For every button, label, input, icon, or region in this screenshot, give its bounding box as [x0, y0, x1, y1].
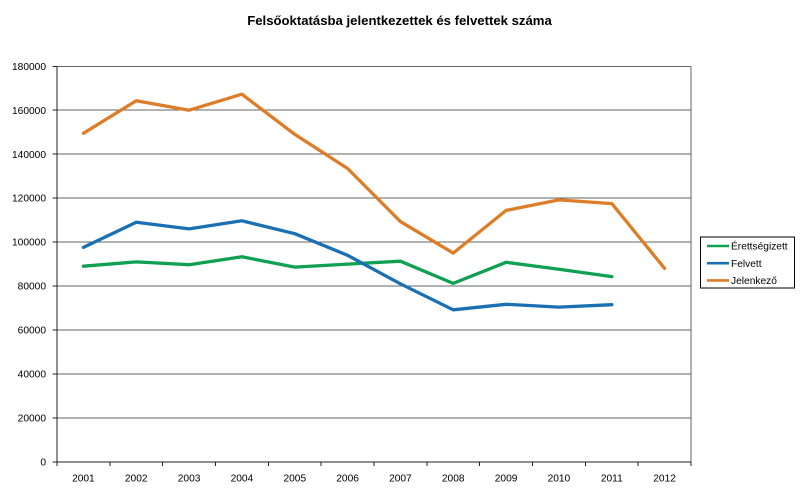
svg-text:2007: 2007	[389, 474, 412, 485]
svg-text:60000: 60000	[18, 326, 47, 337]
svg-text:Érettségizett: Érettségizett	[731, 240, 788, 253]
svg-text:40000: 40000	[18, 370, 47, 381]
svg-text:2005: 2005	[283, 474, 306, 485]
svg-text:2012: 2012	[653, 474, 676, 485]
svg-text:2004: 2004	[231, 474, 254, 485]
svg-text:20000: 20000	[18, 414, 47, 425]
svg-text:100000: 100000	[12, 238, 46, 249]
svg-text:140000: 140000	[12, 150, 46, 161]
svg-text:2009: 2009	[495, 474, 518, 485]
svg-text:2002: 2002	[125, 474, 148, 485]
svg-text:80000: 80000	[18, 282, 47, 293]
svg-text:2003: 2003	[178, 474, 201, 485]
svg-text:Felvett: Felvett	[731, 259, 762, 270]
svg-text:2010: 2010	[548, 474, 571, 485]
svg-text:Felsőoktatásba jelentkezettek: Felsőoktatásba jelentkezettek és felvett…	[247, 13, 552, 28]
svg-text:2008: 2008	[442, 474, 465, 485]
svg-text:180000: 180000	[12, 62, 46, 73]
svg-text:0: 0	[40, 457, 46, 468]
svg-text:2001: 2001	[72, 474, 95, 485]
svg-text:120000: 120000	[12, 194, 46, 205]
svg-text:2011: 2011	[601, 474, 623, 485]
svg-text:Jelenkező: Jelenkező	[731, 276, 777, 287]
svg-text:160000: 160000	[12, 106, 46, 117]
svg-text:2006: 2006	[336, 474, 359, 485]
